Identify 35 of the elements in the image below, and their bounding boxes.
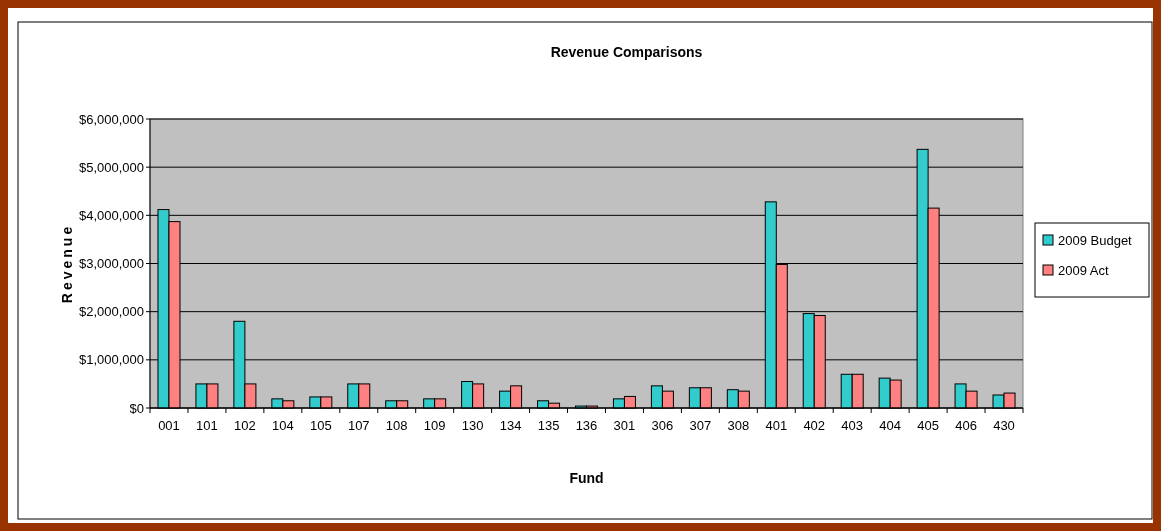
x-tick-label: 109 <box>423 418 446 433</box>
x-tick-label: 134 <box>499 418 522 433</box>
x-tick-label: 405 <box>917 418 939 433</box>
x-tick-label: 404 <box>879 418 901 433</box>
x-tick-label: 105 <box>309 418 332 433</box>
x-tick-label: 406 <box>955 418 977 433</box>
x-tick-label: 102 <box>234 418 256 433</box>
y-tick-label: $4,000,000 <box>78 207 144 223</box>
y-tick-label: $2,000,000 <box>78 304 144 320</box>
x-axis-title: Fund <box>569 470 604 486</box>
chart-title: Revenue Comparisons <box>550 44 703 60</box>
x-tick-label: 402 <box>803 418 826 433</box>
x-tick-label: 104 <box>272 418 294 433</box>
x-tick-label: 101 <box>196 418 218 433</box>
x-tick-label: 401 <box>765 418 788 433</box>
x-tick-label: 430 <box>993 418 1015 433</box>
y-tick-label: $5,000,000 <box>78 159 144 175</box>
y-axis-title: Revenue <box>59 223 75 304</box>
x-tick-label: 135 <box>537 418 560 433</box>
x-tick-label: 107 <box>347 418 370 433</box>
y-tick-label: $0 <box>129 400 144 416</box>
x-tick-label: 306 <box>651 418 674 433</box>
x-tick-label: 301 <box>613 418 636 433</box>
x-tick-label: 001 <box>158 418 180 433</box>
x-tick-label: 403 <box>841 418 864 433</box>
y-tick-label: $6,000,000 <box>78 111 144 127</box>
y-tick-label: $1,000,000 <box>78 352 144 368</box>
legend-label: 2009 Act <box>1058 262 1109 278</box>
x-tick-label: 108 <box>385 418 408 433</box>
x-tick-label: 308 <box>727 418 750 433</box>
y-tick-label: $3,000,000 <box>78 256 144 272</box>
x-tick-label: 136 <box>575 418 598 433</box>
legend-label: 2009 Budget <box>1058 232 1133 248</box>
x-tick-label: 130 <box>461 418 484 433</box>
x-tick-label: 307 <box>689 418 712 433</box>
